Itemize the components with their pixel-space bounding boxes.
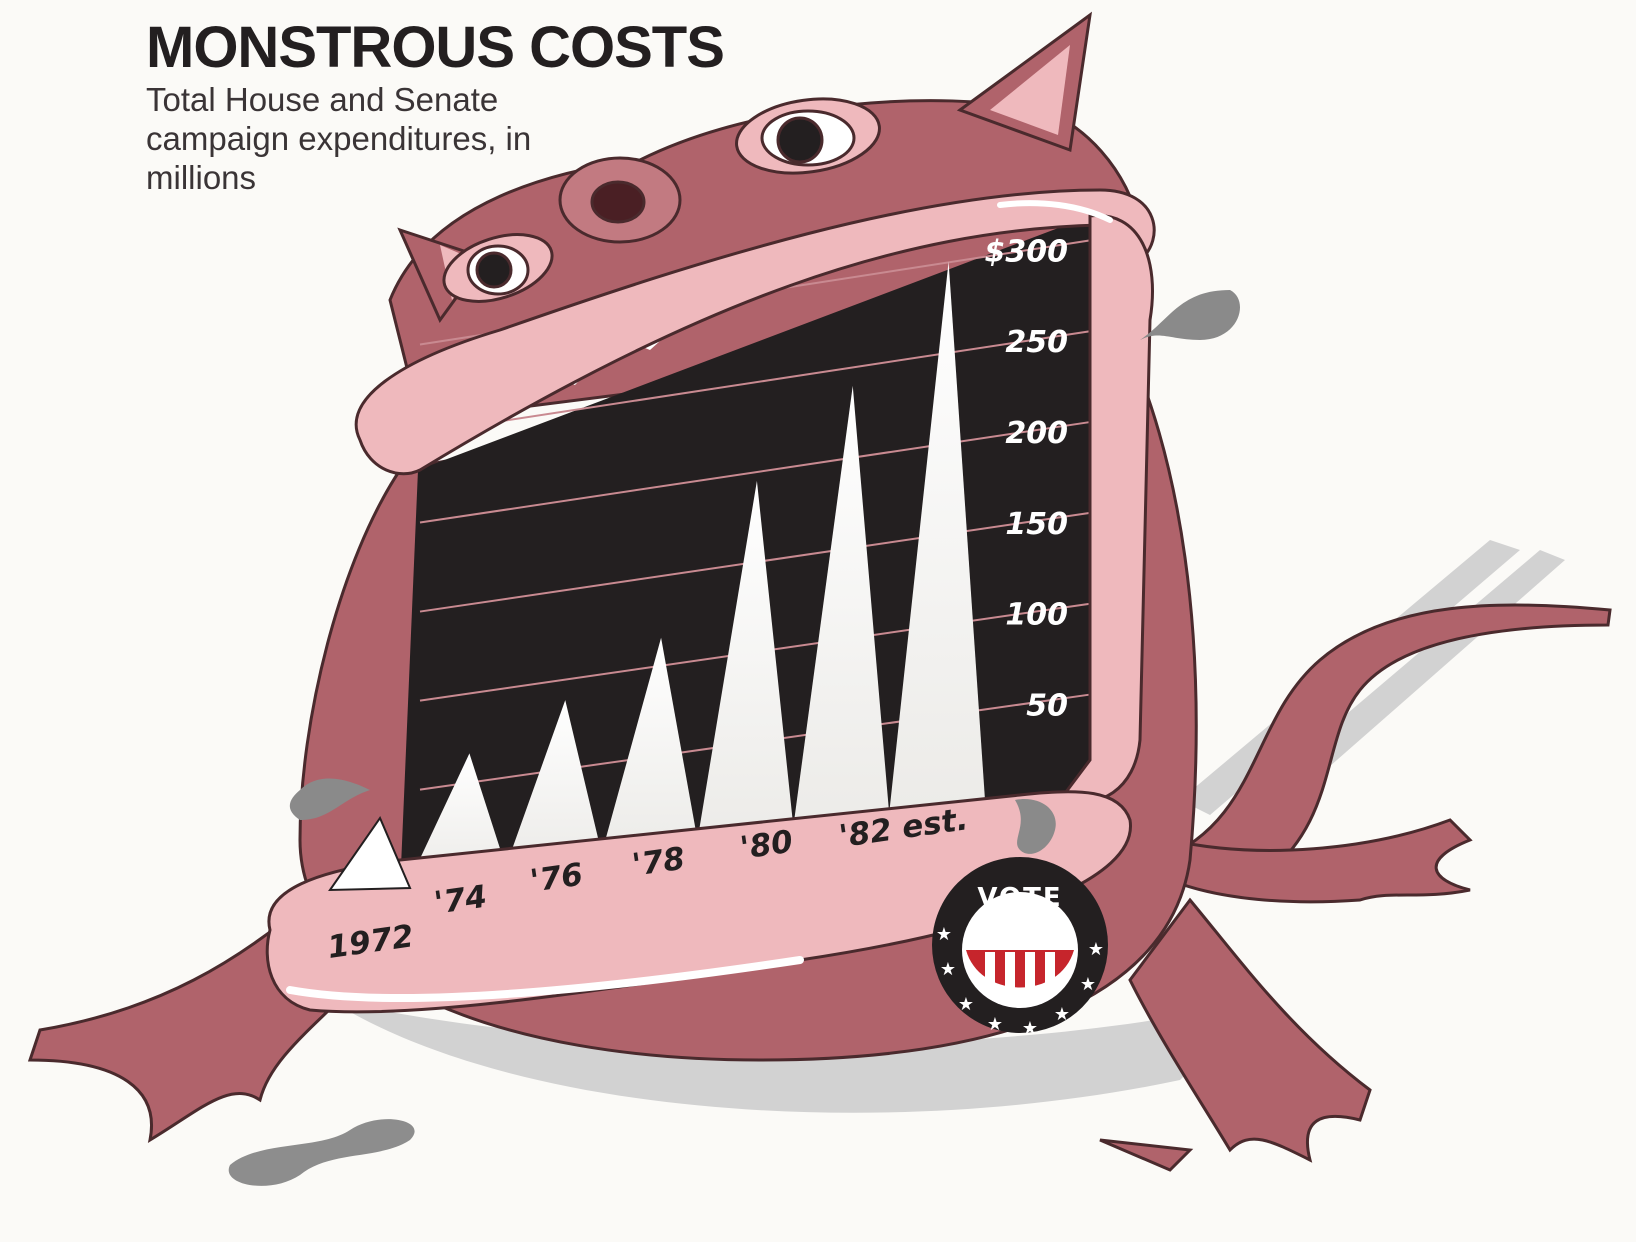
y-axis-labels: 50 100 150 200 250 $300 [985, 234, 1069, 723]
svg-text:★: ★ [1080, 974, 1096, 995]
bar-1 [505, 700, 602, 867]
bar-2 [601, 637, 698, 854]
vote-badge-text: VOTE [977, 883, 1062, 913]
bar-teeth [410, 261, 985, 880]
monster-tail [1154, 603, 1612, 882]
svg-text:★: ★ [987, 1014, 1003, 1035]
y-tick-label-2: 150 [1005, 507, 1068, 542]
bar-5 [889, 261, 985, 814]
vote-badge: VOTE ★★★ ★★★ ★★ [932, 857, 1108, 1039]
svg-text:★: ★ [940, 959, 956, 980]
svg-text:★: ★ [1022, 1018, 1038, 1039]
dollar-drops [289, 290, 1240, 854]
grid-line-4 [419, 330, 1091, 435]
svg-text:★: ★ [958, 994, 974, 1015]
x-tick-label-1: '74 [432, 879, 489, 922]
y-tick-label-1: 100 [1005, 598, 1068, 633]
x-tick-label-2: '76 [528, 857, 585, 900]
bar-3 [697, 480, 794, 840]
svg-text:★: ★ [1054, 1004, 1070, 1025]
bar-4 [793, 385, 890, 827]
grid-line-3 [419, 421, 1091, 524]
y-tick-label-5: $300 [985, 234, 1069, 269]
bar-0 [410, 753, 506, 880]
svg-text:★: ★ [1088, 939, 1104, 960]
svg-text:★: ★ [936, 924, 952, 945]
y-tick-label-0: 50 [1026, 689, 1068, 724]
upper-lip [354, 188, 1156, 476]
x-tick-label-3: '78 [630, 841, 687, 884]
y-tick-label-3: 200 [1005, 416, 1068, 451]
chart-subtitle: Total House and Senate campaign expendit… [146, 81, 532, 196]
x-tick-label-4: '80 [738, 824, 795, 867]
chart-title: MONSTROUS COSTS [146, 15, 725, 80]
y-tick-label-4: 250 [1005, 325, 1068, 360]
lower-tooth [328, 815, 412, 892]
